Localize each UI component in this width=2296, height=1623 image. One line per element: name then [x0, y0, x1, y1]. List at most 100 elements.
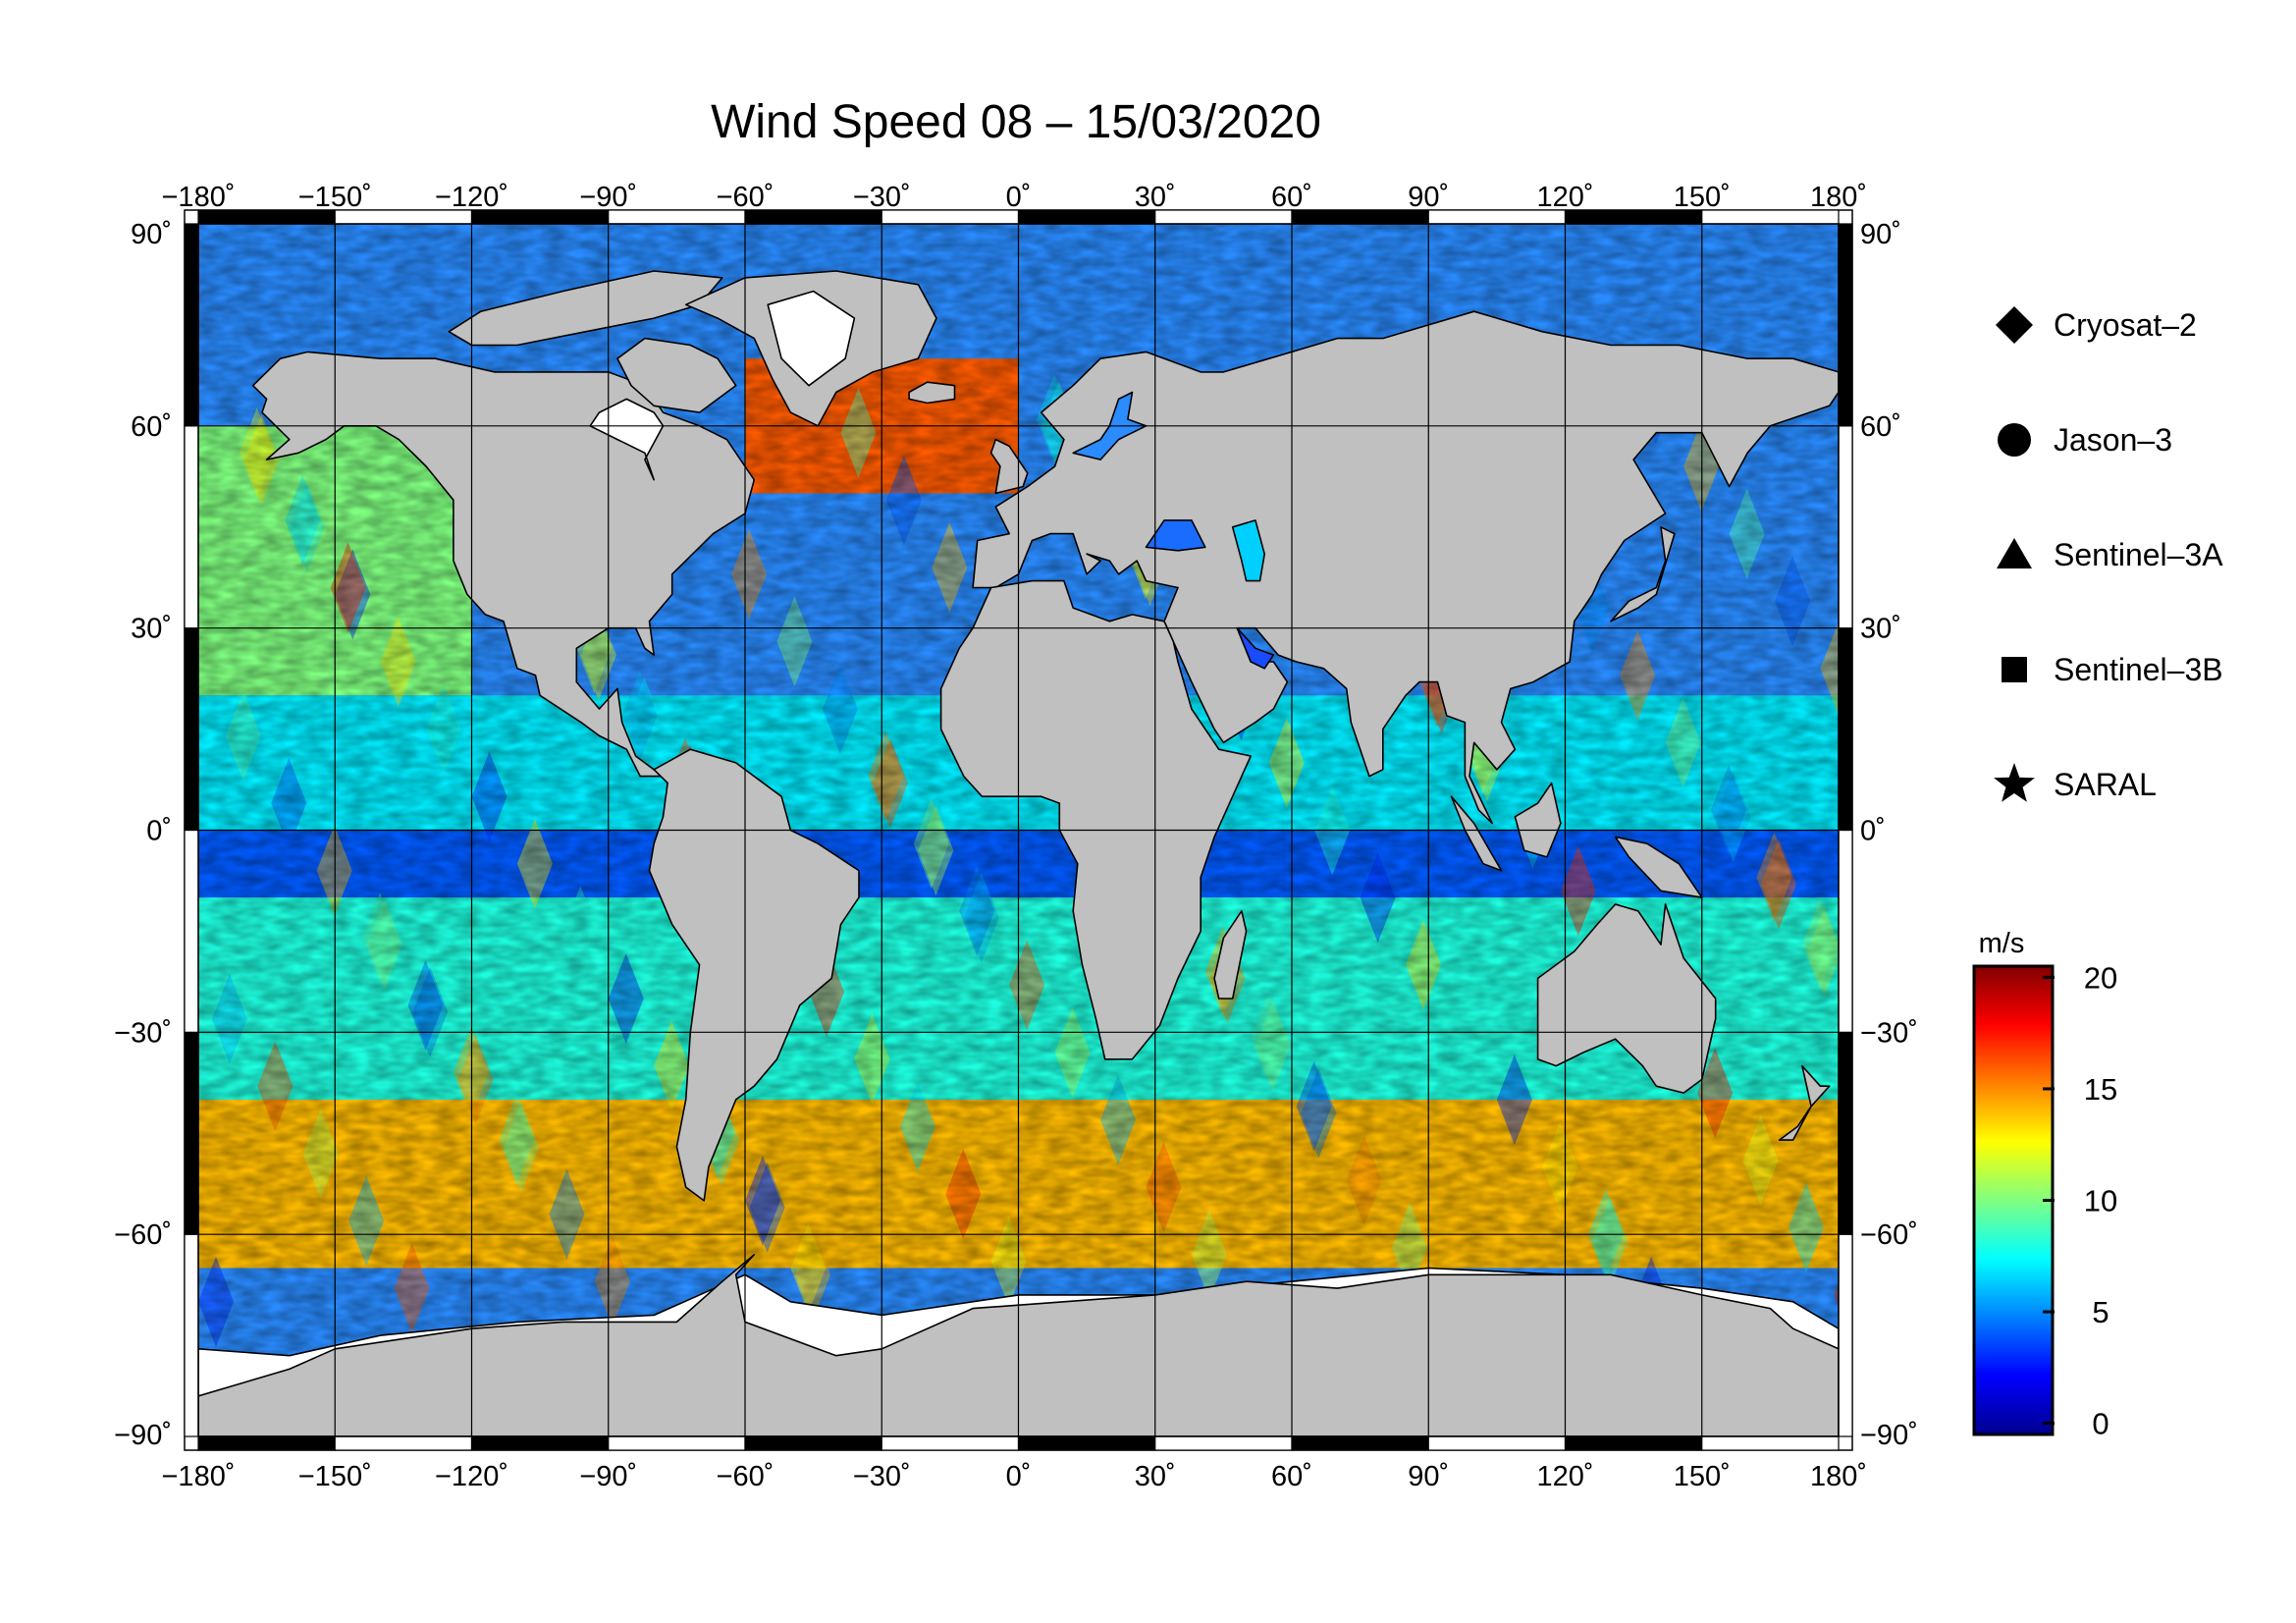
frame-segment	[197, 1435, 336, 1451]
lat-tick-label-left: −90˚	[114, 1420, 172, 1451]
lon-tick-label-bottom: 0˚	[1006, 1461, 1032, 1492]
south-america	[648, 748, 860, 1202]
iceland	[908, 381, 956, 405]
triangle-icon	[1997, 538, 2032, 568]
lon-tick-label-top: 90˚	[1408, 182, 1449, 213]
lon-tick-label-top: −120˚	[435, 182, 508, 213]
map-area	[198, 224, 1839, 1436]
frame-segment	[1838, 1233, 1853, 1437]
frame-segment	[608, 1435, 746, 1451]
lon-tick-label-top: −180˚	[162, 182, 236, 213]
graticule	[198, 224, 1839, 1436]
lat-tick-label-right: 60˚	[1860, 411, 1901, 443]
colorbar-ramp	[1972, 964, 2055, 1436]
caspian-sea	[1231, 519, 1265, 582]
sumatra	[1450, 795, 1503, 872]
frame-segment	[1838, 425, 1853, 629]
lon-tick-label-top: 60˚	[1271, 182, 1312, 213]
colorbar-ticks: 0 5 10 15 20	[2043, 960, 2117, 1441]
lat-tick-label-right: −60˚	[1860, 1219, 1918, 1251]
colorbar-tick-label: 0	[2092, 1407, 2109, 1441]
lon-tick-label-top: −60˚	[717, 182, 774, 213]
circle-icon	[1998, 423, 2031, 457]
square-icon	[2002, 657, 2027, 682]
legend-label: SARAL	[2054, 767, 2157, 802]
frame-segment	[1564, 1435, 1703, 1451]
lat-tick-label-right: 0˚	[1860, 816, 1886, 847]
colorbar-tick-label: 10	[2084, 1184, 2117, 1218]
new-zealand	[1778, 1064, 1831, 1141]
lon-tick-label-top: 0˚	[1006, 182, 1032, 213]
frame-segment	[1017, 1435, 1156, 1451]
lon-tick-label-top: −30˚	[853, 182, 911, 213]
star-icon	[1994, 763, 2035, 802]
lon-tick-label-bottom: 180˚	[1810, 1461, 1867, 1492]
greenland-ice	[767, 290, 856, 387]
lon-tick-label-bottom: 120˚	[1536, 1461, 1593, 1492]
madagascar	[1213, 910, 1248, 1000]
arabia-gulf	[1236, 626, 1275, 670]
frame-segment	[184, 1233, 199, 1437]
frame-segment	[470, 1435, 610, 1451]
lon-tick-label-bottom: −120˚	[435, 1461, 508, 1492]
frame-segment	[1427, 1435, 1567, 1451]
lat-tick-label-right: −30˚	[1860, 1017, 1918, 1049]
lon-tick-label-top: −90˚	[579, 182, 637, 213]
colorbar-tick-label: 5	[2092, 1295, 2109, 1329]
frame-segment	[1838, 627, 1853, 832]
colorbar-tick-label: 20	[2084, 960, 2117, 995]
satellite-legend: Cryosat–2 Jason–3 Sentinel–3A Sentinel–3B SA…	[1994, 306, 2223, 802]
frame-segment	[184, 223, 199, 427]
frame-segment	[1838, 829, 1853, 1033]
legend-label: Jason–3	[2054, 422, 2172, 458]
legend-label: Cryosat–2	[2054, 307, 2197, 343]
map-title: Wind Speed 08 – 15/03/2020	[711, 96, 1321, 148]
latitude-tick-labels: −90˚ −90˚ −60˚ −60˚ −30˚ −30˚ 0˚ 0˚ 30˚ 30˚ 60˚ 60˚…	[114, 219, 1918, 1451]
colorbar-unit: m/s	[1979, 928, 2025, 959]
lon-tick-label-bottom: −180˚	[162, 1461, 236, 1492]
frame-segment	[184, 1031, 199, 1235]
map-frame	[184, 209, 1853, 1451]
frame-segment	[184, 829, 199, 1033]
frame-segment	[881, 1435, 1020, 1451]
australia	[1536, 903, 1717, 1094]
lat-tick-label-right: −90˚	[1860, 1420, 1918, 1451]
lon-tick-label-top: −150˚	[298, 182, 372, 213]
lon-tick-label-top: 180˚	[1810, 182, 1867, 213]
lat-tick-label-left: 60˚	[131, 411, 172, 443]
lon-tick-label-bottom: 90˚	[1408, 1461, 1449, 1492]
lon-tick-label-top: 120˚	[1536, 182, 1593, 213]
diamond-icon	[1996, 306, 2033, 344]
lat-tick-label-left: −30˚	[114, 1017, 172, 1049]
japan	[1610, 526, 1676, 622]
lon-tick-label-bottom: −150˚	[298, 1461, 372, 1492]
frame-inner	[197, 223, 1840, 1437]
north-america	[251, 351, 756, 778]
lon-tick-label-bottom: 30˚	[1135, 1461, 1176, 1492]
lon-tick-label-top: 30˚	[1135, 182, 1176, 213]
baffin-island	[616, 337, 737, 413]
lat-tick-label-left: 0˚	[146, 816, 172, 847]
longitude-tick-labels: −180˚ −180˚ −150˚ −150˚ −120˚ −120˚ −90˚ −90˚ −6…	[162, 182, 1868, 1492]
colorbar-tick-label: 15	[2084, 1072, 2117, 1107]
frame-segment	[1838, 223, 1853, 427]
lon-tick-label-bottom: 60˚	[1271, 1461, 1312, 1492]
frame-segment	[1701, 1435, 1840, 1451]
lat-tick-label-left: −60˚	[114, 1219, 172, 1251]
lon-tick-label-bottom: −30˚	[853, 1461, 911, 1492]
canadian-arctic	[448, 270, 723, 347]
frame-segment	[334, 1435, 473, 1451]
frame-segment	[1291, 1435, 1429, 1451]
frame-segment	[744, 1435, 882, 1451]
lat-tick-label-right: 90˚	[1860, 219, 1901, 250]
frame-segment	[1838, 1031, 1853, 1235]
legend-label: Sentinel–3B	[2054, 652, 2223, 687]
frame-segment	[184, 627, 199, 832]
borneo	[1514, 782, 1562, 858]
legend-label: Sentinel–3A	[2054, 537, 2223, 572]
frame-segment	[184, 425, 199, 629]
lat-tick-label-left: 30˚	[131, 614, 172, 645]
black-sea	[1145, 519, 1206, 552]
lat-tick-label-right: 30˚	[1860, 614, 1901, 645]
